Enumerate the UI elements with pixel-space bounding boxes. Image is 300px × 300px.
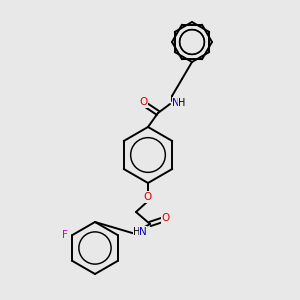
Text: N: N	[172, 98, 180, 108]
Text: O: O	[144, 192, 152, 202]
Text: N: N	[139, 227, 147, 237]
Text: H: H	[133, 227, 141, 237]
Text: O: O	[139, 97, 147, 107]
Text: H: H	[178, 98, 186, 108]
Text: F: F	[61, 230, 68, 240]
Text: O: O	[162, 213, 170, 223]
